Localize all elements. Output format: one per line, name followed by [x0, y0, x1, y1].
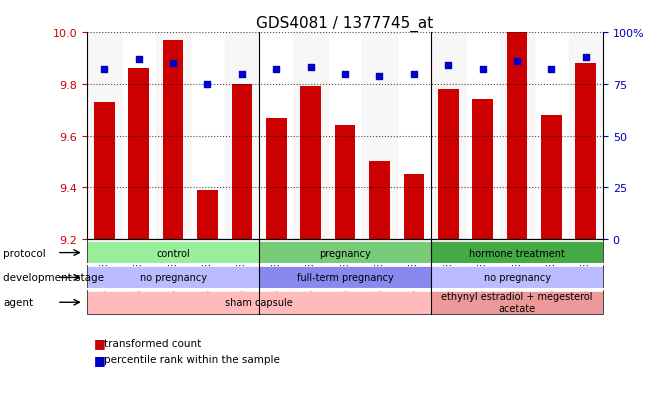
Bar [362, 33, 397, 240]
Point [271, 67, 281, 74]
Bar [94, 103, 115, 240]
Point [477, 67, 488, 74]
Text: sham capsule: sham capsule [225, 297, 293, 308]
Point [168, 61, 178, 67]
Text: agent: agent [3, 297, 34, 308]
Point [340, 71, 350, 78]
Text: transformed count: transformed count [104, 338, 201, 348]
Point [512, 59, 523, 65]
Bar [129, 69, 149, 240]
Text: hormone treatment: hormone treatment [469, 248, 565, 258]
Text: ethynyl estradiol + megesterol
acetate: ethynyl estradiol + megesterol acetate [442, 292, 593, 313]
Bar [163, 41, 184, 240]
Bar [500, 33, 534, 240]
Text: no pregnancy: no pregnancy [139, 273, 206, 283]
Point [99, 67, 110, 74]
Text: control: control [156, 248, 190, 258]
Point [202, 81, 213, 88]
Point [133, 57, 144, 63]
Text: ■: ■ [94, 336, 106, 349]
Bar [576, 64, 596, 240]
Text: percentile rank within the sample: percentile rank within the sample [104, 354, 280, 364]
Bar [472, 100, 493, 240]
Point [374, 73, 385, 80]
Text: protocol: protocol [3, 248, 46, 258]
Bar [369, 162, 390, 240]
Point [546, 67, 557, 74]
Bar [335, 126, 355, 240]
Bar [541, 116, 561, 240]
Title: GDS4081 / 1377745_at: GDS4081 / 1377745_at [257, 16, 433, 32]
Point [580, 55, 591, 61]
Text: pregnancy: pregnancy [319, 248, 371, 258]
Bar [156, 33, 190, 240]
Point [237, 71, 247, 78]
Bar [431, 33, 466, 240]
Bar [569, 33, 603, 240]
Bar [403, 175, 424, 240]
Text: ■: ■ [94, 353, 106, 366]
Point [409, 71, 419, 78]
Bar [266, 118, 287, 240]
Bar [300, 87, 321, 240]
Bar [87, 33, 121, 240]
Point [443, 63, 454, 69]
Bar [224, 33, 259, 240]
Bar [293, 33, 328, 240]
Bar [507, 33, 527, 240]
Bar [232, 85, 252, 240]
Bar [197, 190, 218, 240]
Text: no pregnancy: no pregnancy [484, 273, 551, 283]
Point [306, 65, 316, 71]
Bar [438, 90, 458, 240]
Text: development stage: development stage [3, 273, 105, 283]
Text: full-term pregnancy: full-term pregnancy [297, 273, 393, 283]
